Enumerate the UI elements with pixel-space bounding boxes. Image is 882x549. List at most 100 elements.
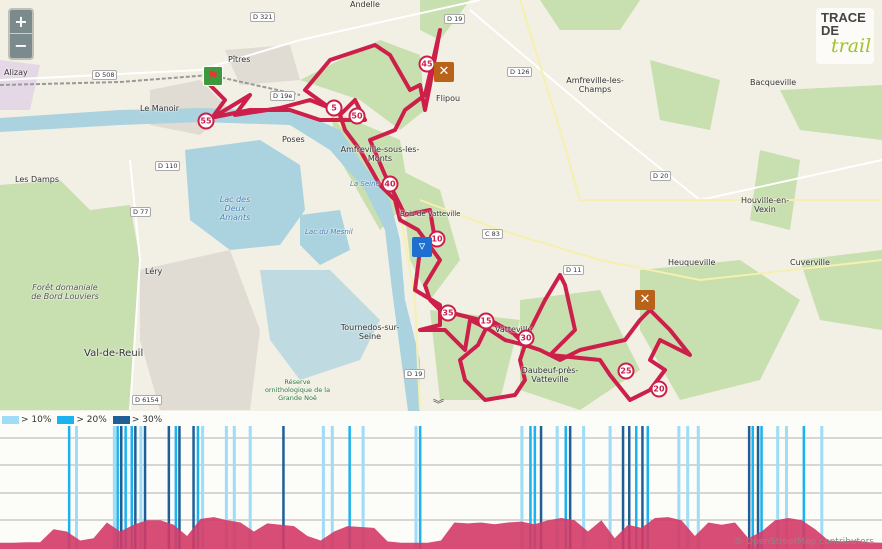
place-label: Poses	[282, 135, 305, 144]
km-marker-5[interactable]: 5	[325, 99, 343, 117]
slope-bar	[321, 426, 325, 549]
place-label: Léry	[145, 267, 163, 276]
slope-bar	[282, 426, 285, 549]
trace-de-trail-logo[interactable]: TRACE DE trail	[816, 8, 874, 64]
trail-route	[208, 28, 692, 402]
slope-bar	[192, 426, 195, 549]
slope-bar	[224, 426, 228, 549]
slope-bar	[178, 426, 181, 549]
km-marker-25[interactable]: 25	[617, 362, 635, 380]
road-label: C 83	[482, 229, 503, 239]
slope-bar	[361, 426, 365, 549]
slope-bar	[751, 426, 754, 549]
km-marker-30[interactable]: 30	[517, 329, 535, 347]
place-label: Vatteville	[495, 325, 533, 334]
slope-bar	[116, 426, 119, 549]
slope-bar	[820, 426, 824, 549]
place-label: Heuqueville	[668, 258, 716, 267]
place-label: Houville-en-Vexin	[740, 196, 790, 214]
slope-bar	[67, 426, 71, 549]
slope-bar	[641, 426, 644, 549]
place-label: Andelle	[350, 0, 380, 9]
restaurant-icon[interactable]: ✕	[434, 62, 454, 82]
slope-bar	[418, 426, 422, 549]
road-label: D 19	[404, 369, 426, 379]
slope-bar	[756, 426, 760, 549]
slope-bar	[330, 426, 334, 549]
legend-item-30: > 30%	[112, 415, 162, 425]
slope-bar	[785, 426, 788, 549]
slope-bar	[802, 426, 806, 549]
road-label: D 508	[92, 70, 118, 80]
place-label: Le Manoir	[140, 104, 180, 113]
slope-bar	[608, 426, 612, 549]
slope-bar	[529, 426, 532, 549]
slope-bar	[139, 426, 143, 549]
km-marker-15[interactable]: 15	[477, 312, 495, 330]
slope-bar	[686, 426, 690, 549]
slope-bar	[628, 426, 631, 549]
elevation-profile-area	[0, 517, 882, 549]
slope-bar	[248, 426, 252, 549]
slope-bar	[696, 426, 700, 549]
place-label: Cuverville	[790, 258, 830, 267]
road-label: D 19	[444, 14, 466, 24]
slope-bar	[555, 426, 559, 549]
road-label: D 321	[250, 12, 276, 22]
slope-bars	[67, 426, 824, 549]
slope-bar	[533, 426, 537, 549]
slope-bar	[539, 426, 543, 549]
legend-item-10: > 10%	[2, 415, 51, 425]
map-attribution[interactable]: © OpenStreetMap contributors	[734, 537, 874, 547]
slope-bar	[130, 426, 133, 549]
slope-bar	[635, 426, 638, 549]
restaurant-icon[interactable]: ✕	[635, 290, 655, 310]
slope-bar	[201, 426, 205, 549]
slope-legend: > 10% > 20% > 30%	[2, 415, 162, 425]
slope-bar	[120, 426, 123, 549]
slope-bar	[232, 426, 236, 549]
water-label: La Seine	[350, 180, 380, 188]
slope-bar	[196, 426, 200, 549]
slope-bar	[174, 426, 178, 549]
place-label: Daubeuf-près-Vatteville	[521, 366, 579, 384]
slope-bar	[760, 426, 763, 549]
road-label: D 20	[650, 171, 672, 181]
reserve-label: Réserve ornithologique de la Grande Noë	[264, 378, 331, 402]
place-label: Amfreville-les-Champs	[566, 76, 624, 94]
water-point-icon[interactable]: ▿	[412, 237, 432, 257]
road-label: D 11	[563, 265, 585, 275]
slope-bar	[75, 426, 78, 549]
place-label: Bacqueville	[750, 78, 797, 87]
seine-river	[0, 108, 420, 411]
road-label: D 126	[507, 67, 533, 77]
km-marker-35[interactable]: 35	[439, 304, 457, 322]
legend-item-20: > 20%	[57, 415, 107, 425]
zoom-out-button[interactable]: −	[10, 34, 32, 58]
slope-bar	[167, 426, 171, 549]
chevron-double-down-icon[interactable]: ︾	[433, 398, 444, 411]
slope-bar	[677, 426, 681, 549]
water-label: Lac du Mesnil	[305, 228, 353, 236]
place-label: Bois de Vatteville	[400, 210, 461, 218]
zoom-in-button[interactable]: +	[10, 10, 32, 34]
slope-bar	[124, 426, 127, 549]
place-label: Val-de-Reuil	[84, 348, 144, 359]
road-label: D 77	[130, 207, 152, 217]
km-marker-40[interactable]: 40	[381, 175, 399, 193]
km-marker-45[interactable]: 45	[418, 55, 436, 73]
road-label: D 110	[155, 161, 181, 171]
profile-grid	[0, 437, 882, 521]
zoom-control: + −	[8, 8, 34, 60]
start-flag-icon[interactable]: ⚑	[203, 66, 223, 86]
water-label: Lac des Deux Amants	[219, 195, 251, 222]
slope-bar	[621, 426, 625, 549]
slope-bar	[776, 426, 780, 549]
place-label: Pîtres	[228, 55, 251, 64]
km-marker-55[interactable]: 55	[197, 112, 215, 130]
km-marker-50[interactable]: 50	[348, 107, 366, 125]
slope-bar	[348, 426, 351, 549]
km-marker-20[interactable]: 20	[650, 380, 668, 398]
slope-bar	[520, 426, 524, 549]
